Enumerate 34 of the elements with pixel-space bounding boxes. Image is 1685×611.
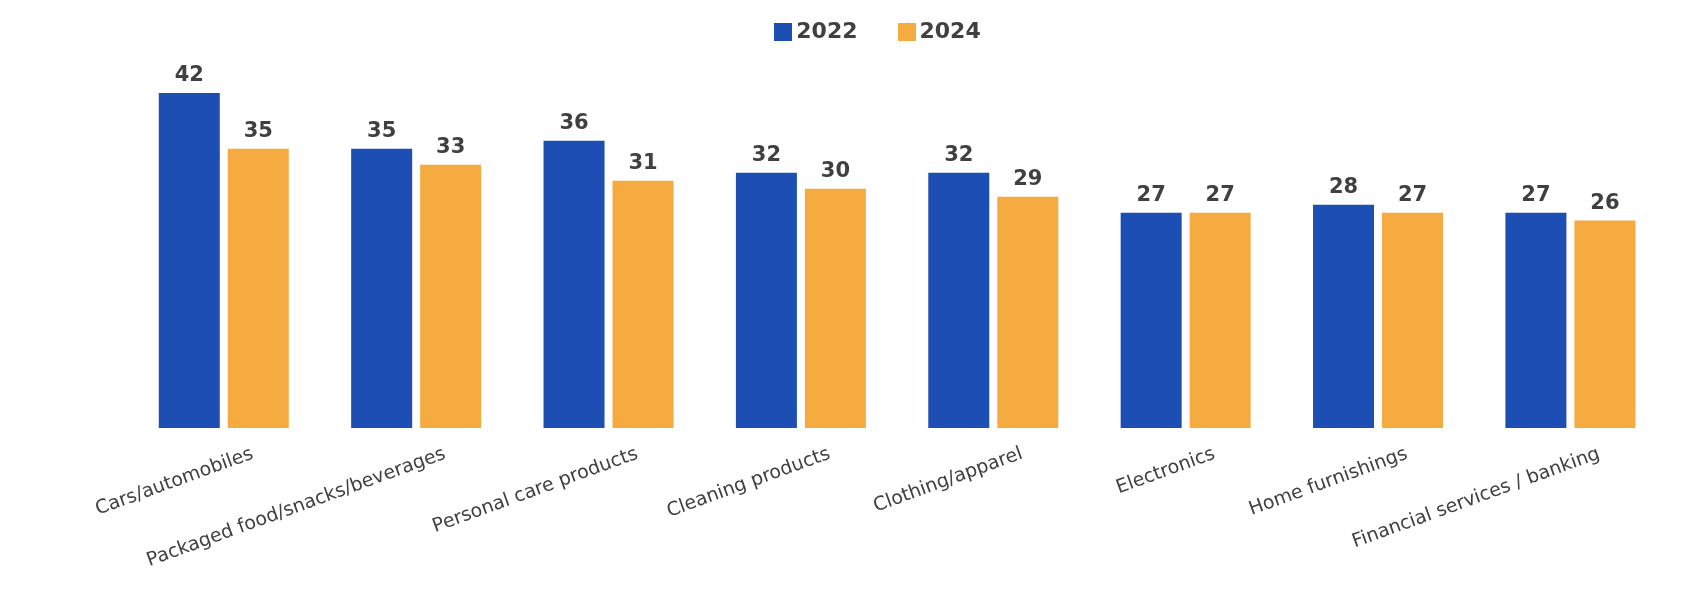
bar [158,93,220,428]
data-label: 32 [751,141,782,166]
data-label: 33 [436,133,466,158]
data-label: 27 [1205,181,1235,206]
bar [1505,212,1567,428]
data-label: 27 [1397,181,1428,206]
bar [804,188,866,428]
data-label: 36 [559,109,589,134]
bar [1120,212,1182,428]
data-label: 42 [174,62,204,86]
legend-label: 2024 [919,18,981,43]
data-label: 26 [1590,189,1620,214]
bar [543,140,605,428]
bar [351,148,413,428]
bar [612,180,674,428]
legend-label: 2022 [796,18,858,43]
bar [1382,212,1444,428]
data-label: 27 [1136,181,1166,206]
bar [1574,220,1636,428]
bar [735,172,797,428]
bar [997,196,1059,428]
data-label: 27 [1521,181,1551,206]
bar [928,172,990,428]
data-label: 32 [944,141,974,166]
data-label: 30 [820,157,851,182]
bar [1189,212,1251,428]
data-label: 31 [628,149,658,174]
data-label: 35 [367,117,397,142]
bar [227,148,289,428]
data-label: 29 [1013,165,1043,190]
bar [1313,204,1375,428]
data-label: 35 [243,117,273,142]
bar [420,164,482,428]
data-label: 28 [1328,173,1359,198]
